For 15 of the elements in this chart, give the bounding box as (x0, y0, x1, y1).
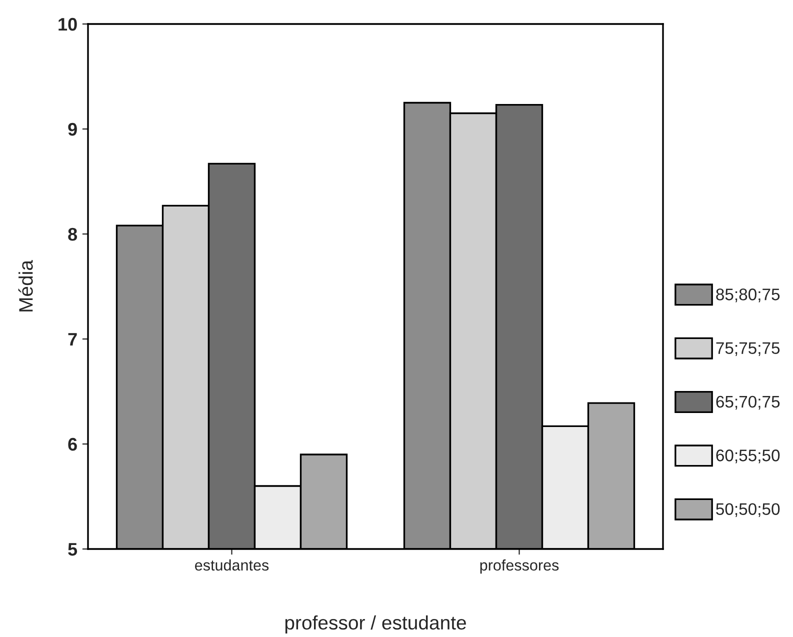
legend-label: 65;70;75 (716, 396, 780, 410)
legend-label: 50;50;50 (716, 503, 780, 517)
x-tick-label: estudantes (195, 559, 269, 571)
x-tick-label: professores (480, 559, 559, 574)
y-tick-label: 7 (68, 333, 77, 346)
y-tick-label: 10 (58, 18, 77, 31)
legend-label: 75;75;75 (716, 342, 780, 356)
legend-label: 85;80;75 (716, 288, 780, 302)
y-tick-label: 8 (68, 228, 78, 241)
y-axis-title: Média (18, 260, 33, 312)
x-axis-title: professor / estudante (285, 615, 466, 634)
y-tick-label: 6 (68, 438, 77, 451)
y-tick-label: 9 (68, 122, 77, 136)
legend-label: 60;55;50 (716, 450, 780, 464)
y-tick-label: 5 (68, 543, 78, 556)
